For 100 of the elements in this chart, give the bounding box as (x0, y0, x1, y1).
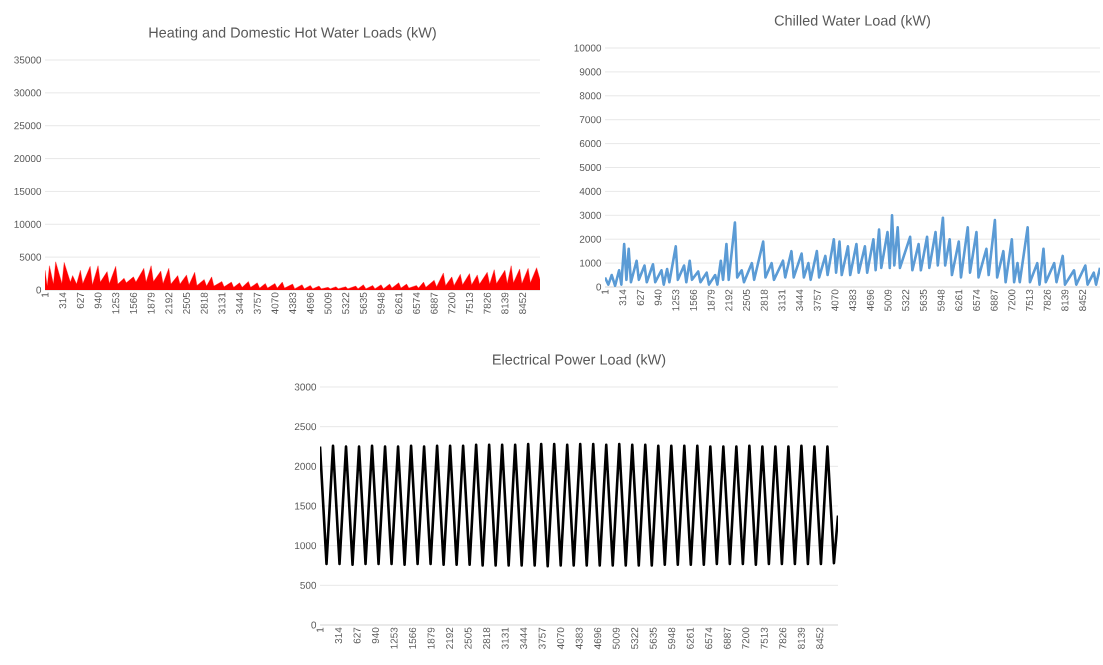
x-tick-label: 1879 (147, 292, 155, 314)
x-tick-label: 6574 (705, 627, 713, 649)
x-tick-label: 5635 (919, 289, 927, 311)
y-tick-label: 1500 (295, 502, 317, 510)
x-tick-label: 8452 (1079, 289, 1087, 311)
x-tick-label: 7200 (1008, 289, 1016, 311)
y-tick-label: 5000 (19, 253, 42, 261)
x-tick-label: 7513 (1026, 289, 1034, 311)
x-tick-label: 3444 (236, 292, 244, 314)
y-tick-label: 9000 (579, 68, 602, 76)
x-tick-label: 1 (601, 289, 609, 294)
x-tick-label: 2192 (725, 289, 733, 311)
y-tick-label: 1000 (580, 259, 602, 267)
x-tick-label: 2505 (464, 627, 472, 649)
y-tick-label: 4000 (579, 187, 602, 195)
x-tick-label: 3757 (538, 627, 546, 649)
x-tick-label: 2818 (200, 292, 208, 314)
x-tick-label: 5948 (937, 289, 945, 311)
x-tick-label: 1 (41, 292, 49, 297)
x-tick-label: 5635 (359, 292, 367, 314)
y-tick-label: 20000 (14, 155, 42, 163)
x-tick-label: 314 (334, 627, 343, 644)
x-tick-label: 2818 (483, 627, 491, 649)
x-tick-label: 3131 (218, 292, 226, 314)
x-tick-label: 5322 (631, 627, 639, 649)
x-tick-label: 940 (94, 292, 102, 309)
x-tick-label: 6574 (972, 289, 980, 311)
x-tick-label: 7826 (779, 627, 787, 649)
line-series (320, 442, 839, 568)
y-tick-label: 30000 (14, 89, 42, 97)
x-tick-label: 314 (619, 289, 627, 306)
y-tick-label: 0 (36, 286, 42, 294)
x-tick-label: 6887 (723, 627, 731, 649)
y-tick-label: 7000 (579, 116, 602, 124)
y-tick-label: 0 (596, 283, 602, 291)
x-tick-label: 8139 (797, 627, 805, 649)
x-tick-label: 627 (76, 292, 84, 309)
y-tick-label: 5000 (579, 163, 602, 172)
x-tick-label: 3757 (253, 292, 261, 314)
x-tick-label: 7826 (483, 292, 491, 314)
x-tick-label: 1566 (409, 627, 417, 649)
x-tick-label: 5009 (884, 289, 892, 311)
x-tick-label: 4696 (306, 292, 314, 315)
x-tick-label: 6574 (412, 292, 420, 314)
chart-title: Chilled Water Load (kW) (774, 15, 930, 29)
x-tick-label: 7513 (466, 292, 474, 314)
x-tick-label: 1566 (129, 292, 137, 314)
y-tick-label: 10000 (14, 220, 42, 228)
x-tick-label: 5322 (342, 292, 350, 314)
x-tick-label: 1253 (112, 292, 120, 314)
chart-title: Heating and Domestic Hot Water Loads (kW) (149, 27, 436, 41)
x-tick-label: 7200 (742, 627, 750, 649)
x-tick-label: 1253 (672, 289, 680, 311)
x-tick-label: 1879 (707, 289, 715, 311)
x-tick-label: 4383 (289, 292, 297, 315)
x-tick-label: 3131 (501, 627, 509, 649)
x-tick-label: 2192 (165, 292, 173, 314)
x-tick-label: 3444 (520, 627, 528, 649)
y-tick-label: 1000 (295, 542, 317, 550)
x-tick-label: 3131 (778, 289, 786, 311)
x-tick-label: 7513 (760, 627, 768, 649)
x-tick-label: 4696 (866, 289, 874, 312)
y-tick-label: 2500 (294, 423, 317, 431)
y-tick-label: 3000 (294, 383, 317, 391)
chart-title: Electrical Power Load (kW) (493, 354, 666, 368)
x-tick-label: 1879 (427, 627, 435, 649)
x-tick-label: 5948 (377, 292, 385, 314)
x-tick-label: 4070 (831, 289, 839, 312)
x-tick-label: 8139 (501, 292, 509, 314)
x-tick-label: 8452 (816, 627, 824, 649)
x-tick-label: 5009 (324, 292, 332, 314)
x-tick-label: 1 (316, 627, 324, 632)
x-tick-label: 4070 (271, 292, 279, 315)
x-tick-label: 2192 (446, 627, 454, 649)
x-tick-label: 4383 (849, 289, 857, 312)
x-tick-label: 5009 (612, 627, 620, 649)
x-tick-label: 7200 (448, 292, 456, 314)
y-tick-label: 10000 (574, 44, 602, 52)
x-tick-label: 2818 (760, 289, 768, 311)
y-tick-label: 2000 (294, 462, 317, 470)
x-tick-label: 4383 (575, 627, 583, 650)
x-tick-label: 5948 (668, 627, 676, 649)
x-tick-label: 6887 (430, 292, 438, 314)
x-tick-label: 6261 (955, 289, 963, 311)
x-tick-label: 6261 (686, 627, 694, 649)
x-tick-label: 2505 (182, 292, 191, 314)
x-tick-label: 940 (654, 289, 662, 306)
y-tick-label: 2000 (579, 235, 602, 243)
y-tick-label: 15000 (14, 187, 42, 195)
x-tick-label: 1566 (689, 289, 697, 311)
x-tick-label: 2505 (742, 289, 751, 311)
x-tick-label: 3444 (796, 289, 804, 311)
y-tick-label: 8000 (579, 92, 602, 100)
x-tick-label: 627 (353, 627, 361, 644)
x-tick-label: 6261 (395, 292, 403, 314)
x-tick-label: 4696 (594, 627, 602, 650)
y-tick-label: 35000 (14, 56, 42, 64)
x-tick-label: 4070 (557, 627, 565, 650)
y-tick-label: 6000 (579, 140, 602, 148)
x-tick-label: 3757 (813, 289, 821, 311)
